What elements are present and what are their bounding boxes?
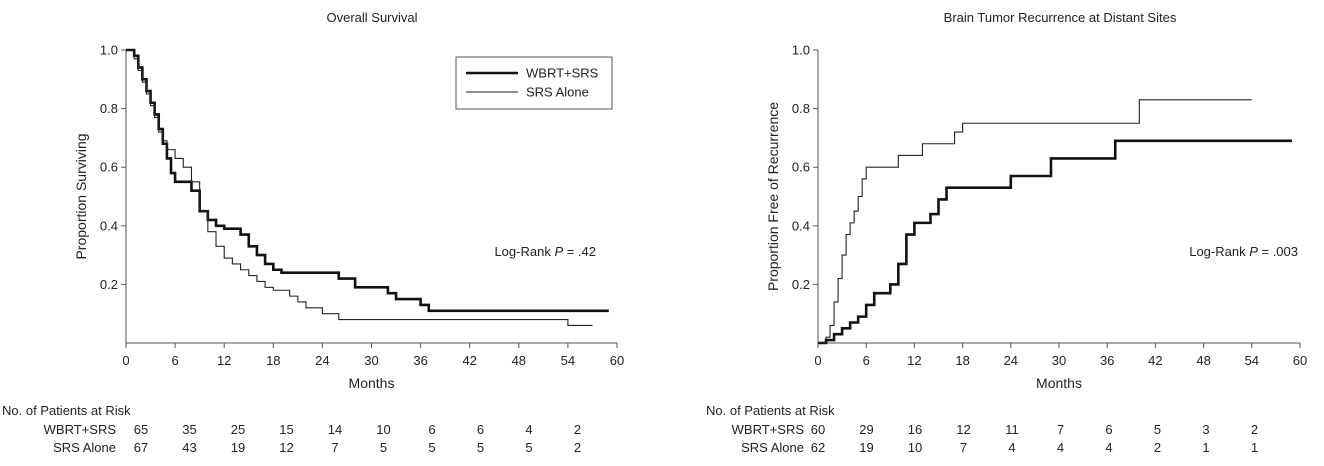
chart2-at-risk-value: 3 xyxy=(1202,422,1209,437)
chart1-at-risk-value: 15 xyxy=(279,422,293,437)
chart2-at-risk-value: 7 xyxy=(960,440,967,455)
chart1-log-rank-annotation: Log-Rank P = .42 xyxy=(494,244,596,259)
chart2-at-risk-value: 2 xyxy=(1154,440,1161,455)
chart1-x-tick-label: 42 xyxy=(462,353,476,368)
chart2-at-risk-row-label: SRS Alone xyxy=(741,440,804,455)
chart1-x-tick-label: 18 xyxy=(266,353,280,368)
chart1-at-risk-value: 14 xyxy=(328,422,342,437)
chart2-at-risk-value: 4 xyxy=(1057,440,1064,455)
chart1-legend-box xyxy=(455,56,613,110)
chart2-at-risk-value: 4 xyxy=(1008,440,1015,455)
chart1-at-risk-value: 67 xyxy=(134,440,148,455)
chart2-x-tick-label: 18 xyxy=(955,353,969,368)
chart2-at-risk-value: 62 xyxy=(811,440,825,455)
chart2-x-tick-label: 36 xyxy=(1100,353,1114,368)
chart1-y-tick-label: 0.6 xyxy=(100,160,118,175)
chart2-series-srs-alone-line xyxy=(818,99,1252,344)
chart1-at-risk-value: 10 xyxy=(376,422,390,437)
chart1-title: Overall Survival xyxy=(326,10,417,25)
chart2-x-tick-label: 0 xyxy=(814,353,821,368)
chart2-x-axis-label: Months xyxy=(1036,375,1082,391)
chart1-at-risk-value: 2 xyxy=(574,440,581,455)
chart2-y-tick-label: 0.4 xyxy=(792,218,810,233)
chart1-x-tick-label: 12 xyxy=(217,353,231,368)
chart1-x-axis-label: Months xyxy=(349,375,395,391)
chart2-at-risk-value: 5 xyxy=(1154,422,1161,437)
chart1-at-risk-value: 5 xyxy=(477,440,484,455)
chart2-at-risk-value: 16 xyxy=(908,422,922,437)
chart1-at-risk-value: 2 xyxy=(574,422,581,437)
chart2-at-risk-value: 2 xyxy=(1251,422,1258,437)
chart1-x-tick-label: 36 xyxy=(413,353,427,368)
chart2-at-risk-value: 10 xyxy=(908,440,922,455)
chart2-title: Brain Tumor Recurrence at Distant Sites xyxy=(944,10,1177,25)
chart2-y-tick-label: 0.6 xyxy=(792,160,810,175)
chart2-y-tick-label: 0.8 xyxy=(792,101,810,116)
chart1-x-tick-label: 48 xyxy=(512,353,526,368)
chart1-y-axis-label: Proportion Surviving xyxy=(73,133,89,259)
chart2-at-risk-value: 7 xyxy=(1057,422,1064,437)
chart1-x-tick-label: 60 xyxy=(610,353,624,368)
chart2-at-risk-heading: No. of Patients at Risk xyxy=(706,403,835,418)
chart1-at-risk-value: 43 xyxy=(182,440,196,455)
chart1-at-risk-value: 5 xyxy=(525,440,532,455)
chart1-y-tick-label: 0.8 xyxy=(100,101,118,116)
chart1-at-risk-value: 65 xyxy=(134,422,148,437)
chart1-at-risk-value: 6 xyxy=(428,422,435,437)
chart1-at-risk-value: 19 xyxy=(231,440,245,455)
chart1-at-risk-value: 12 xyxy=(279,440,293,455)
chart1-at-risk-value: 25 xyxy=(231,422,245,437)
chart1-legend-label: WBRT+SRS xyxy=(526,66,599,81)
chart1-y-tick-label: 1.0 xyxy=(100,43,118,58)
chart2-at-risk-value: 6 xyxy=(1105,422,1112,437)
chart1-at-risk-value: 6 xyxy=(477,422,484,437)
chart1-at-risk-value: 35 xyxy=(182,422,196,437)
chart2-at-risk-row-label: WBRT+SRS xyxy=(732,422,805,437)
chart2-series-wbrt-srs-line xyxy=(818,139,1292,345)
chart2-x-tick-label: 6 xyxy=(863,353,870,368)
chart2-at-risk-value: 19 xyxy=(859,440,873,455)
chart1-x-tick-label: 24 xyxy=(315,353,329,368)
chart2-y-axis-label: Proportion Free of Recurrence xyxy=(765,102,781,291)
chart2-x-tick-label: 48 xyxy=(1196,353,1210,368)
chart1-x-tick-label: 6 xyxy=(171,353,178,368)
chart1-x-tick-label: 54 xyxy=(561,353,575,368)
chart1-x-tick-label: 30 xyxy=(364,353,378,368)
chart2-x-tick-label: 54 xyxy=(1245,353,1259,368)
chart1-series-srs-alone-line xyxy=(126,49,593,326)
chart1-at-risk-row-label: WBRT+SRS xyxy=(44,422,117,437)
chart2-x-tick-label: 24 xyxy=(1004,353,1018,368)
chart2-at-risk-value: 29 xyxy=(859,422,873,437)
chart1-y-tick-label: 0.4 xyxy=(100,218,118,233)
chart2-at-risk-value: 11 xyxy=(1005,422,1019,437)
chart1-x-tick-label: 0 xyxy=(122,353,129,368)
chart2-x-tick-label: 60 xyxy=(1293,353,1307,368)
chart2-x-tick-label: 42 xyxy=(1148,353,1162,368)
chart1-at-risk-value: 7 xyxy=(331,440,338,455)
chart1-at-risk-row-label: SRS Alone xyxy=(53,440,116,455)
chart2-at-risk-value: 4 xyxy=(1105,440,1112,455)
chart1-at-risk-value: 5 xyxy=(428,440,435,455)
chart2-log-rank-annotation: Log-Rank P = .003 xyxy=(1189,244,1298,259)
chart1-legend-label: SRS Alone xyxy=(526,85,589,100)
chart2-y-tick-label: 0.2 xyxy=(792,277,810,292)
chart1-y-tick-label: 0.2 xyxy=(100,277,118,292)
chart1-at-risk-value: 5 xyxy=(380,440,387,455)
chart2-x-tick-label: 30 xyxy=(1052,353,1066,368)
chart2-at-risk-value: 1 xyxy=(1202,440,1209,455)
chart2-at-risk-value: 1 xyxy=(1251,440,1258,455)
chart1-at-risk-value: 4 xyxy=(525,422,532,437)
chart2-at-risk-value: 12 xyxy=(956,422,970,437)
chart2-x-tick-label: 12 xyxy=(907,353,921,368)
chart1-at-risk-heading: No. of Patients at Risk xyxy=(2,403,131,418)
chart2-at-risk-value: 60 xyxy=(811,422,825,437)
chart2-y-tick-label: 1.0 xyxy=(792,43,810,58)
